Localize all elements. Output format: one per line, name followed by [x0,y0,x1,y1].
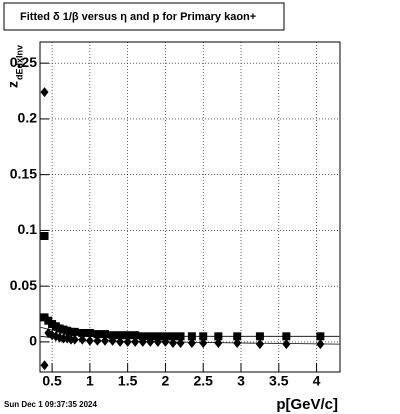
timestamp: Sun Dec 1 09:37:35 2024 [4,400,97,409]
x-tick-label: 3 [237,373,245,389]
plot-frame [39,41,341,373]
y-tick-label: 0.15 [10,165,37,181]
diamond-point [40,87,49,98]
x-tick-label: 1.5 [118,373,138,389]
y-label-main: z [5,81,21,88]
diamond-point [187,338,196,349]
diamond-point [199,338,208,349]
diamond-point [78,334,87,345]
x-tick-label: 2 [162,373,170,389]
x-tick-label: 0.5 [42,373,62,389]
diamond-point [123,336,132,347]
square-point [40,231,49,240]
y-tick-label: 0.1 [18,221,38,237]
square-point [93,330,102,339]
square-point [131,331,140,340]
diamond-point [176,338,185,349]
x-tick-label: 2.5 [193,373,213,389]
square-point [78,328,87,337]
fit-line [40,327,340,337]
y-tick-label: 0.2 [18,110,38,126]
y-label-sub: dEdxInv [14,45,24,80]
y-tick-label: 0.05 [10,277,37,293]
y-tick-label: 0 [29,333,37,349]
y-tick-label: 0.25 [10,54,37,70]
x-tick-label: 3.5 [269,373,289,389]
diamond-point [282,339,291,350]
diamond-point [131,336,140,347]
square-point [123,331,132,340]
diamond-point [40,360,49,371]
diamond-point [255,339,264,350]
title-box [3,2,285,31]
square-point [116,331,125,340]
x-tick-label: 4 [313,373,321,389]
fit-line [40,335,340,345]
diamond-point [168,338,177,349]
square-point [85,328,94,337]
square-point [100,330,109,339]
y-axis-label: z dEdxInv [5,45,25,88]
chart-title: Fitted δ 1/β versus η and p for Primary … [20,11,256,23]
x-axis-label: p[GeV/c] [276,396,338,413]
square-point [70,327,79,336]
diamond-point [116,336,125,347]
x-tick-label: 1 [86,373,94,389]
